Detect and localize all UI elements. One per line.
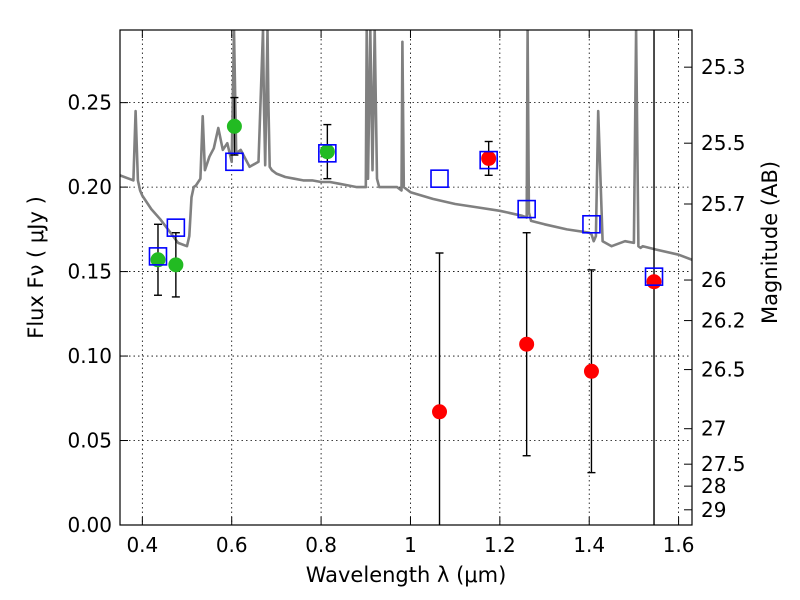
data-point [432, 404, 448, 420]
mag-tick-label: 28 [701, 474, 726, 498]
mag-tick-label: 26 [701, 268, 726, 292]
mag-tick-label: 29 [701, 498, 726, 522]
model-photometry-square [582, 214, 601, 234]
model-photometry-layer [148, 144, 664, 286]
x-tick-label: 0.4 [126, 533, 158, 557]
model-photometry-square [479, 150, 498, 170]
data-point [319, 144, 335, 160]
y-tick-label: 0.15 [67, 260, 112, 284]
model-photometry-square [225, 152, 244, 172]
x-tick-label: 1.2 [484, 533, 516, 557]
model-photometry-square [517, 199, 536, 219]
y2-axis-label: Magnitude (AB) [758, 161, 782, 324]
data-point [150, 252, 166, 268]
mag-tick-label: 27.5 [701, 452, 746, 476]
data-point [646, 274, 662, 290]
y-axis-label: Flux Fν ( μJy ) [24, 196, 48, 339]
data-point [519, 336, 535, 352]
x-tick-label: 1.6 [663, 533, 695, 557]
mag-tick-label: 25.5 [701, 131, 746, 155]
x-tick-label: 1.4 [573, 533, 605, 557]
y-ticks: 0.00 0.05 0.10 0.15 0.20 0.25 [67, 91, 128, 537]
model-photometry-square [644, 267, 664, 286]
mag-tick-label: 25.7 [701, 192, 746, 216]
y-tick-label: 0.00 [67, 513, 112, 537]
mag-tick-label: 26.5 [701, 358, 746, 382]
y-tick-label: 0.20 [67, 175, 112, 199]
y-tick-label: 0.05 [67, 429, 112, 453]
model-photometry-square [430, 169, 449, 188]
data-point [168, 257, 184, 273]
x-axis-label: Wavelength λ (μm) [306, 563, 507, 587]
x-tick-label: 1 [404, 533, 417, 557]
y-tick-label: 0.25 [67, 91, 112, 115]
data-point [583, 363, 599, 379]
mag-tick-label: 27 [701, 417, 726, 441]
model-photometry-square [318, 144, 337, 163]
mag-tick-label: 26.2 [701, 309, 746, 333]
y-tick-label: 0.10 [67, 344, 112, 368]
model-photometry-square [166, 218, 186, 237]
plot-frame [119, 29, 693, 526]
mag-tick-label: 25.3 [701, 55, 746, 79]
data-point [226, 118, 242, 134]
data-point [481, 150, 497, 166]
x-ticks: 0.4 0.6 0.8 1 1.2 1.4 1.6 [126, 30, 695, 557]
x-tick-label: 0.8 [305, 533, 337, 557]
x-tick-label: 0.6 [216, 533, 248, 557]
model-photometry-square [148, 247, 168, 266]
